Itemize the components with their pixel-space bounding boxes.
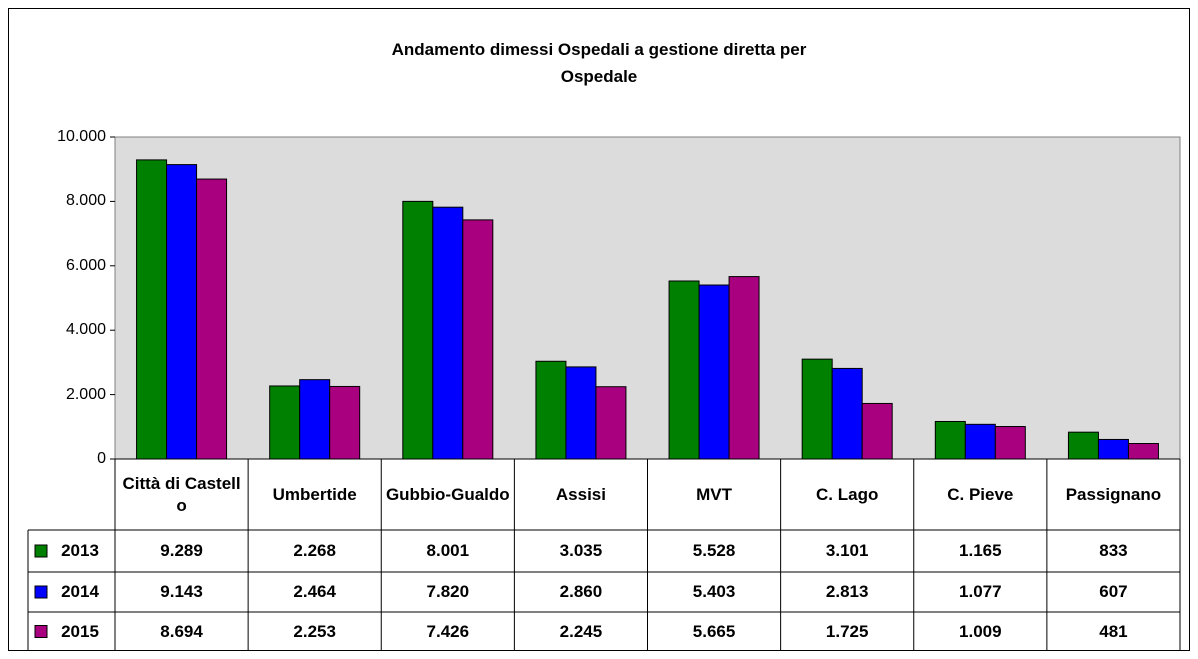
bar <box>269 385 301 460</box>
x-tick-label: C. Pieve <box>947 484 1014 504</box>
data-label: 2.268 <box>293 541 336 560</box>
y-tick-label: 10.000 <box>57 128 106 145</box>
x-tick-label: Passignano <box>1065 484 1162 504</box>
data-label: 5.528 <box>692 541 736 560</box>
bar <box>299 379 331 460</box>
bar <box>402 200 434 460</box>
y-tick-label: 8.000 <box>65 192 106 210</box>
legend-label: 2014 <box>61 582 99 601</box>
data-label: 2.464 <box>293 582 336 601</box>
data-label: 2.860 <box>559 582 603 601</box>
bar <box>964 423 996 460</box>
data-label: 2.253 <box>293 621 336 641</box>
bar <box>535 360 567 460</box>
bar <box>1067 431 1099 460</box>
data-label: 3.035 <box>559 541 603 560</box>
bar <box>462 219 494 460</box>
bar <box>136 159 168 460</box>
x-tick-label: C. Lago <box>816 484 879 504</box>
x-tick-label: Città di Castello <box>122 473 241 515</box>
y-tick-label: 0 <box>97 450 106 467</box>
y-tick-label: 4.000 <box>65 321 106 339</box>
y-tick-label: 2.000 <box>65 385 106 403</box>
bar <box>728 276 760 460</box>
bar <box>196 178 228 460</box>
data-label: 5.665 <box>692 621 736 641</box>
bar <box>1097 438 1129 460</box>
x-tick-label: MVT <box>696 484 732 504</box>
bar <box>329 385 361 460</box>
data-label: 9.289 <box>160 541 203 560</box>
legend-label: 2013 <box>61 541 99 560</box>
data-label: 833 <box>1099 541 1128 560</box>
data-label: 5.403 <box>692 582 736 601</box>
bar <box>698 284 730 460</box>
data-label: 1.165 <box>959 541 1002 560</box>
bar <box>565 366 597 460</box>
bar <box>994 426 1026 460</box>
bar <box>668 280 700 460</box>
bar <box>595 386 627 460</box>
data-label: 1.009 <box>959 621 1002 641</box>
legend-label: 2015 <box>61 621 99 641</box>
data-label: 1.725 <box>825 621 869 641</box>
data-label: 481 <box>1099 621 1128 641</box>
data-label: 9.143 <box>160 582 203 601</box>
bar <box>934 420 966 460</box>
legend-swatch <box>34 544 48 558</box>
bar <box>861 402 893 460</box>
bar <box>1127 443 1159 460</box>
data-label: 2.813 <box>825 582 869 601</box>
bar <box>801 358 833 460</box>
data-label: 2.245 <box>559 621 603 641</box>
bar <box>831 367 863 460</box>
x-tick-label: Gubbio-Gualdo <box>385 484 510 504</box>
data-label: 607 <box>1099 582 1128 601</box>
chart-title: Andamento dimessi Ospedali a gestione di… <box>391 40 807 86</box>
legend-swatch <box>34 625 48 638</box>
data-label: 8.694 <box>160 621 203 641</box>
bar <box>432 206 464 460</box>
data-label: 7.820 <box>426 582 470 601</box>
data-label: 7.426 <box>426 621 470 641</box>
x-tick-label: Umbertide <box>272 484 357 504</box>
y-tick-label: 6.000 <box>65 256 106 274</box>
legend-swatch <box>34 585 48 599</box>
x-tick-label: Assisi <box>555 484 606 504</box>
data-label: 1.077 <box>959 582 1002 601</box>
data-label: 3.101 <box>825 541 869 560</box>
data-label: 8.001 <box>426 541 470 560</box>
bar <box>166 164 198 460</box>
